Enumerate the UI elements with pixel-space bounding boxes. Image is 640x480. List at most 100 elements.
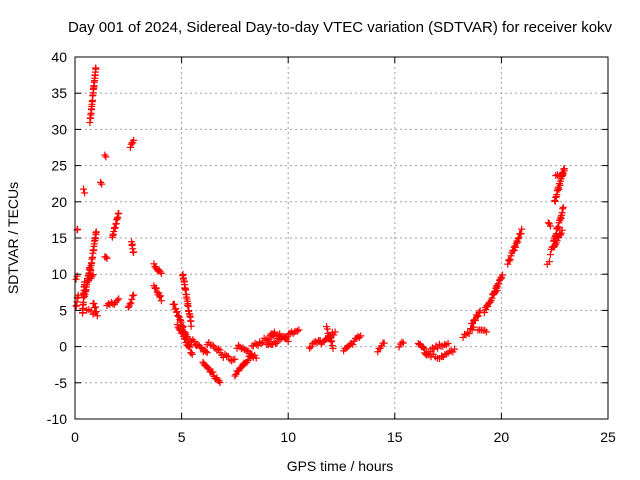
data-point: [552, 172, 560, 180]
data-point: [443, 350, 451, 358]
data-point: [517, 230, 525, 238]
data-point: [295, 326, 303, 334]
y-tick-label: 0: [59, 339, 67, 355]
data-point: [504, 260, 512, 268]
axis-ticks: 0 5 10 15 20 25 -10 -5 0 5 10 15 20 25 30 35 40: [47, 49, 616, 445]
data-point: [130, 291, 138, 299]
data-point: [235, 341, 243, 349]
data-point: [156, 268, 164, 276]
y-tick-label: -5: [55, 375, 68, 391]
data-point: [157, 292, 165, 300]
data-point: [514, 235, 522, 243]
data-point: [357, 332, 365, 340]
data-point: [546, 251, 554, 259]
data-point: [174, 312, 182, 320]
grid: [75, 57, 608, 419]
data-point: [197, 343, 205, 351]
data-point: [482, 328, 490, 336]
data-point: [328, 337, 336, 345]
data-point: [215, 377, 223, 385]
data-point: [480, 309, 488, 317]
data-point: [560, 167, 568, 175]
data-point: [293, 327, 301, 335]
data-point: [237, 345, 245, 353]
data-point: [80, 185, 88, 193]
data-point: [256, 338, 264, 346]
data-point: [506, 255, 514, 263]
data-point: [97, 178, 105, 186]
data-point: [323, 325, 331, 333]
data-point: [203, 349, 211, 357]
data-point: [325, 333, 333, 341]
data-point: [188, 350, 196, 358]
y-tick-label: 25: [51, 158, 67, 174]
data-point: [465, 330, 473, 338]
data-point: [231, 355, 239, 363]
y-tick-label: 35: [51, 85, 67, 101]
data-point: [113, 296, 121, 304]
data-point: [470, 323, 478, 331]
x-tick-label: 10: [280, 429, 296, 445]
data-point: [505, 257, 513, 265]
data-point: [349, 340, 357, 348]
x-tick-label: 15: [387, 429, 403, 445]
data-point: [498, 274, 506, 282]
data-point: [274, 331, 282, 339]
data-point: [331, 328, 339, 336]
data-point: [72, 275, 80, 283]
y-tick-label: 40: [51, 49, 67, 65]
data-point: [559, 203, 567, 211]
data-point: [156, 293, 164, 301]
data-point: [450, 345, 458, 353]
data-point: [127, 140, 135, 148]
data-point: [444, 339, 452, 347]
y-tick-label: 15: [51, 230, 67, 246]
data-point: [177, 318, 185, 326]
data-point: [546, 222, 554, 230]
data-point: [380, 339, 388, 347]
data-point: [248, 350, 256, 358]
data-point: [92, 303, 100, 311]
data-point: [240, 346, 248, 354]
data-point: [170, 300, 178, 308]
x-tick-label: 20: [494, 429, 510, 445]
data-point: [231, 372, 239, 380]
data-point: [545, 258, 553, 266]
x-tick-label: 5: [178, 429, 186, 445]
data-point: [514, 238, 522, 246]
data-point: [474, 312, 482, 320]
data-point: [512, 243, 520, 251]
data-point: [128, 295, 136, 303]
data-point: [374, 348, 382, 356]
x-tick-label: 25: [600, 429, 616, 445]
data-point: [244, 356, 252, 364]
data-point: [329, 344, 337, 352]
data-point: [93, 312, 101, 320]
chart-title: Day 001 of 2024, Sidereal Day-to-day VTE…: [68, 19, 613, 36]
data-point: [204, 364, 212, 372]
data-point: [420, 344, 428, 352]
data-point: [190, 337, 198, 345]
data-point: [509, 247, 517, 255]
data-point: [185, 342, 193, 350]
data-point: [157, 269, 165, 277]
data-point: [399, 339, 407, 347]
y-axis-label: SDTVAR / TECUs: [5, 182, 21, 294]
data-point: [129, 292, 137, 300]
data-point: [555, 172, 563, 180]
data-point: [252, 354, 260, 362]
data-point: [92, 308, 100, 316]
data-point: [558, 226, 566, 234]
data-point: [126, 143, 134, 151]
data-point: [490, 289, 498, 297]
data-point: [219, 353, 227, 361]
data-point: [246, 349, 254, 357]
data-point: [127, 299, 135, 307]
y-tick-label: 5: [59, 302, 67, 318]
data-point: [355, 333, 363, 341]
data-point: [491, 288, 499, 296]
y-tick-label: 20: [51, 194, 67, 210]
data-point: [551, 242, 559, 250]
x-axis-label: GPS time / hours: [287, 458, 394, 474]
